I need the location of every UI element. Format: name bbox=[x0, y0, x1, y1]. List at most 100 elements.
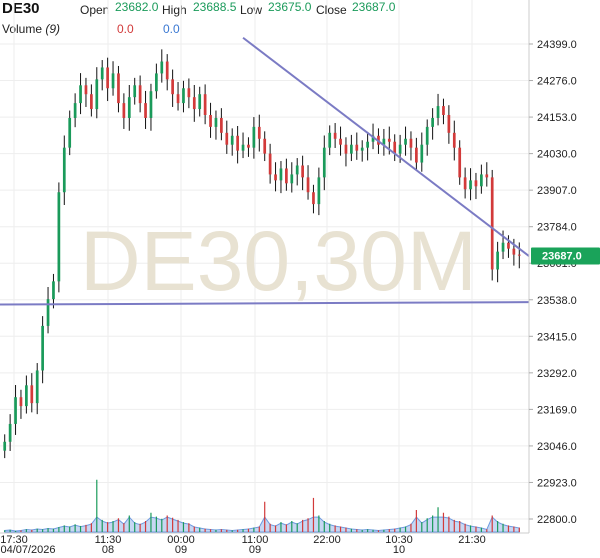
candle-body bbox=[41, 325, 44, 371]
y-tick-label: 23415.0 bbox=[537, 331, 577, 343]
candle-series bbox=[3, 49, 521, 459]
candle-body bbox=[290, 174, 294, 184]
candle-body bbox=[328, 132, 332, 148]
candle-body bbox=[496, 251, 499, 270]
candle-body bbox=[68, 117, 72, 148]
candle-body bbox=[182, 88, 185, 104]
candle-body bbox=[138, 85, 142, 104]
low-label: Low bbox=[240, 3, 263, 17]
candle-body bbox=[52, 281, 55, 300]
watermark: DE30,30M bbox=[80, 214, 477, 308]
x-tick-time: 21:30 bbox=[458, 534, 486, 546]
x-tick-date: 09 bbox=[249, 544, 261, 556]
candle-body bbox=[257, 126, 261, 139]
volume-value-1: 0.0 bbox=[117, 22, 134, 36]
candle-body bbox=[501, 242, 505, 252]
x-axis: 17:3004/07/202611:300800:000911:000922:0… bbox=[0, 534, 486, 556]
candle-body bbox=[14, 397, 17, 424]
candle-body bbox=[469, 180, 472, 190]
price-tag-text: 23687.0 bbox=[542, 251, 582, 263]
candle-body bbox=[30, 385, 34, 404]
y-axis: 24399.0 24276.0 24153.0 24030.0 23907.0 23784… bbox=[529, 39, 577, 526]
candle-body bbox=[355, 144, 359, 151]
candle-body bbox=[512, 248, 516, 255]
candle-body bbox=[90, 94, 93, 110]
candle-body bbox=[241, 144, 245, 151]
candle-body bbox=[8, 423, 12, 442]
candle-body bbox=[149, 91, 153, 118]
candle-body bbox=[203, 94, 207, 115]
candle-body bbox=[187, 88, 191, 98]
candle-body bbox=[474, 180, 478, 187]
volume-value-2: 0.0 bbox=[163, 22, 180, 36]
candle-body bbox=[165, 61, 169, 80]
candle-body bbox=[160, 61, 164, 74]
open-value: 23682.0 bbox=[115, 0, 159, 14]
symbol-label: DE30 bbox=[2, 0, 40, 17]
candle-body bbox=[263, 138, 267, 154]
candle-body bbox=[404, 138, 407, 145]
candle-body bbox=[420, 144, 424, 163]
candle-body bbox=[458, 147, 462, 178]
candle-body bbox=[306, 177, 310, 193]
x-tick-time: 11:00 bbox=[242, 534, 269, 546]
candle-body bbox=[247, 144, 250, 148]
candle-body bbox=[236, 135, 239, 151]
candle-body bbox=[366, 141, 369, 148]
x-tick-time: 17:30 bbox=[0, 534, 28, 546]
candle-body bbox=[279, 168, 283, 181]
y-tick-label: 23292.0 bbox=[537, 368, 577, 380]
candle-body bbox=[95, 79, 99, 110]
candle-body bbox=[19, 397, 23, 407]
candle-body bbox=[100, 67, 104, 80]
candle-body bbox=[425, 126, 429, 145]
trendline[interactable] bbox=[242, 36, 530, 257]
candle-body bbox=[3, 441, 7, 451]
candle-body bbox=[317, 177, 321, 205]
candle-body bbox=[35, 370, 39, 404]
y-tick-label: 24030.0 bbox=[537, 149, 577, 161]
close-value: 23687.0 bbox=[352, 0, 396, 14]
candle-body bbox=[442, 106, 445, 115]
candle-body bbox=[333, 132, 337, 139]
candle-body bbox=[117, 73, 120, 104]
x-tick-date: 08 bbox=[102, 544, 114, 556]
grid-lines bbox=[0, 0, 529, 533]
y-tick-label: 23046.0 bbox=[537, 441, 577, 453]
trendlines bbox=[0, 36, 530, 306]
candle-body bbox=[122, 103, 126, 118]
candle-body bbox=[517, 254, 521, 256]
y-tick-label: 22800.0 bbox=[537, 514, 577, 526]
candle-body bbox=[463, 177, 467, 190]
volume-label-text: Volume bbox=[2, 22, 43, 36]
candle-body bbox=[220, 117, 223, 133]
candle-body bbox=[409, 138, 413, 148]
candle-body bbox=[322, 147, 326, 178]
candle-body bbox=[350, 144, 353, 154]
candle-body bbox=[209, 114, 212, 127]
candle-body bbox=[192, 97, 196, 110]
x-tick-time: 22:00 bbox=[313, 534, 341, 546]
candle-body bbox=[252, 126, 256, 148]
candle-body bbox=[387, 138, 391, 142]
candle-body bbox=[214, 117, 218, 127]
price-tag-bg bbox=[531, 247, 600, 265]
x-tick-time: 00:00 bbox=[167, 534, 195, 546]
x-tick-time: 10:30 bbox=[385, 534, 413, 546]
candle-body bbox=[225, 132, 229, 145]
candle-body bbox=[452, 132, 456, 148]
volume-label: Volume (9) bbox=[2, 22, 60, 36]
candle-body bbox=[371, 135, 375, 142]
candle-body bbox=[25, 385, 28, 407]
trendline[interactable] bbox=[0, 301, 530, 306]
volume-series bbox=[4, 479, 520, 533]
high-value: 23688.5 bbox=[193, 0, 237, 14]
candle-body bbox=[46, 299, 50, 326]
candle-body bbox=[133, 85, 137, 98]
y-tick-label: 23538.0 bbox=[537, 295, 577, 307]
candle-body bbox=[382, 138, 386, 145]
y-tick-label: 23784.0 bbox=[537, 222, 577, 234]
candle-body bbox=[230, 135, 234, 145]
candle-body bbox=[176, 94, 180, 104]
